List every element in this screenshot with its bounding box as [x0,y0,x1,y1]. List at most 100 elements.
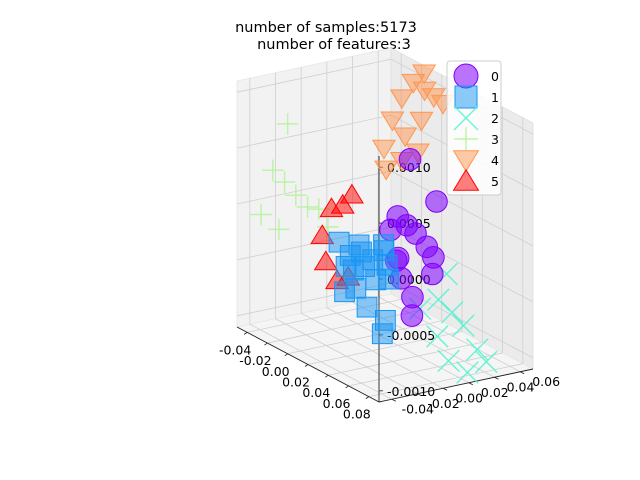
data-point [250,203,272,226]
x-tick-label: 0.08 [343,407,371,422]
data-point [335,256,357,277]
data-point [296,196,319,218]
data-point [330,193,355,214]
data-point [268,218,290,241]
data-point [348,234,370,256]
x-tick-label: 0.04 [302,385,330,400]
data-point [310,224,335,245]
legend-entry: 1 [454,85,499,109]
legend-label: 2 [491,111,499,126]
x-tick-label: -0.02 [239,353,271,368]
legend-label: 0 [491,69,499,84]
y-axis-line [378,368,534,403]
data-point [456,361,479,384]
legend-marker [454,127,478,151]
grid-y-floor [300,312,444,389]
legend-label: 5 [491,174,499,189]
data-point [425,190,448,213]
grid-z-back [390,170,534,247]
data-point [345,277,367,299]
legend-entry: 5 [452,168,499,191]
data-point [371,139,397,160]
z-tick-label: -0.0010 [387,384,435,399]
data-point [409,111,434,132]
data-points [250,64,498,384]
legend-marker [454,85,478,109]
legend-marker [452,150,480,173]
x-tick-mark [325,374,329,378]
data-point [452,314,475,337]
grid-z-left [236,170,392,205]
data-point [400,304,424,327]
data-point [398,148,422,171]
y-tick-mark [519,371,525,375]
chart-title-line-2: number of features:3 [257,37,411,53]
data-point [339,183,364,204]
legend-entry: 2 [453,105,499,131]
data-point [378,268,399,290]
data-point [440,301,464,324]
data-point [465,338,489,361]
x-tick-mark [243,332,248,335]
grid-x-floor [348,352,503,387]
data-point [373,234,394,256]
y-tick-mark [417,393,422,397]
data-point [262,159,284,182]
grid-y-floor [377,296,521,373]
legend-entry: 4 [452,150,499,173]
data-point [356,296,378,318]
grid-z-left [236,58,392,93]
x-tick-label: -0.04 [219,342,251,357]
x-tick-mark [365,396,370,399]
data-point [389,89,414,110]
legend: 0 1 2 3 4 5 [446,60,502,196]
legend-marker [453,63,479,89]
grid-y-floor [275,318,418,395]
y-tick-label: 0.02 [481,385,509,400]
data-point [276,113,299,135]
grid-y-floor [249,323,393,400]
legend-marker [453,105,479,131]
y-tick-mark [468,382,474,386]
data-point [425,325,449,348]
data-point [421,262,444,286]
x-tick-label: 0.06 [323,396,351,411]
data-point [284,184,307,207]
grid-x-floor [368,363,523,398]
data-point [371,323,393,345]
z-tick-label: -0.0005 [387,328,435,343]
chart-title-line-1: number of samples:5173 [235,20,417,36]
data-point [475,350,498,374]
data-point [374,160,399,181]
grid-x-floor [287,320,442,355]
legend-label: 3 [491,132,499,147]
data-point [412,64,437,85]
y-tick-mark [391,398,397,402]
y-tick-label: 0.06 [532,374,560,389]
y-tick-mark [442,387,448,391]
x-tick-mark [345,385,349,389]
data-point [380,111,405,132]
y-tick-mark [494,376,499,380]
grid-y-floor [326,307,470,384]
data-point [313,250,338,271]
legend-entry: 3 [454,127,499,151]
x-tick-mark [284,353,288,357]
y-tick-label: -0.04 [402,401,434,416]
series-3 [250,113,339,241]
series-1 [328,231,399,345]
legend-label: 1 [491,90,499,105]
y-tick-label: 0.00 [455,390,483,405]
data-point [393,127,418,148]
y-tick-label: -0.02 [427,396,459,411]
data-point [437,349,460,373]
x-tick-label: 0.02 [282,375,310,390]
data-point [273,171,296,193]
y-tick-label: 0.04 [507,379,535,394]
legend-marker [452,168,480,191]
grid-x-floor [328,341,483,376]
x-tick-label: 0.00 [262,364,290,379]
x-tick-mark [304,364,309,367]
x-tick-mark [264,342,268,346]
